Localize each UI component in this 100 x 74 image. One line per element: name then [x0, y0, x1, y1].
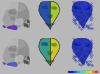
Polygon shape [17, 2, 29, 28]
Polygon shape [74, 71, 77, 73]
Polygon shape [17, 39, 29, 64]
Polygon shape [47, 51, 53, 55]
Polygon shape [24, 56, 30, 64]
Polygon shape [80, 71, 83, 73]
Polygon shape [89, 71, 92, 73]
Polygon shape [39, 1, 50, 29]
Circle shape [27, 57, 29, 59]
Polygon shape [76, 3, 89, 10]
Circle shape [26, 62, 28, 63]
Polygon shape [4, 62, 11, 65]
Polygon shape [84, 42, 90, 47]
Polygon shape [47, 14, 53, 19]
Circle shape [24, 24, 26, 26]
Polygon shape [5, 39, 27, 49]
Polygon shape [84, 5, 90, 10]
Polygon shape [8, 45, 17, 52]
Circle shape [27, 21, 29, 22]
Polygon shape [14, 55, 24, 63]
Polygon shape [73, 42, 82, 46]
Polygon shape [44, 60, 55, 63]
Polygon shape [24, 19, 30, 28]
Polygon shape [39, 38, 50, 65]
Polygon shape [39, 1, 50, 29]
Polygon shape [51, 43, 57, 47]
Polygon shape [77, 71, 80, 73]
Polygon shape [50, 38, 60, 65]
Circle shape [26, 25, 28, 27]
Polygon shape [3, 25, 18, 30]
Polygon shape [44, 23, 55, 26]
Polygon shape [86, 71, 89, 73]
Polygon shape [72, 38, 93, 65]
Polygon shape [50, 1, 60, 29]
Polygon shape [83, 71, 86, 73]
Polygon shape [41, 5, 48, 9]
Polygon shape [10, 16, 15, 21]
Circle shape [24, 61, 26, 62]
Polygon shape [73, 5, 82, 9]
Polygon shape [39, 38, 50, 65]
Polygon shape [8, 9, 17, 15]
Polygon shape [41, 42, 48, 46]
Polygon shape [10, 53, 15, 58]
Polygon shape [4, 25, 11, 29]
Polygon shape [5, 2, 27, 12]
Polygon shape [92, 71, 95, 73]
Polygon shape [72, 1, 93, 29]
Polygon shape [3, 62, 18, 67]
Polygon shape [14, 18, 24, 26]
Polygon shape [76, 39, 89, 46]
Polygon shape [3, 39, 30, 66]
Polygon shape [71, 71, 74, 73]
Polygon shape [3, 2, 30, 29]
Polygon shape [51, 6, 57, 10]
Polygon shape [95, 71, 98, 73]
Polygon shape [68, 71, 71, 73]
